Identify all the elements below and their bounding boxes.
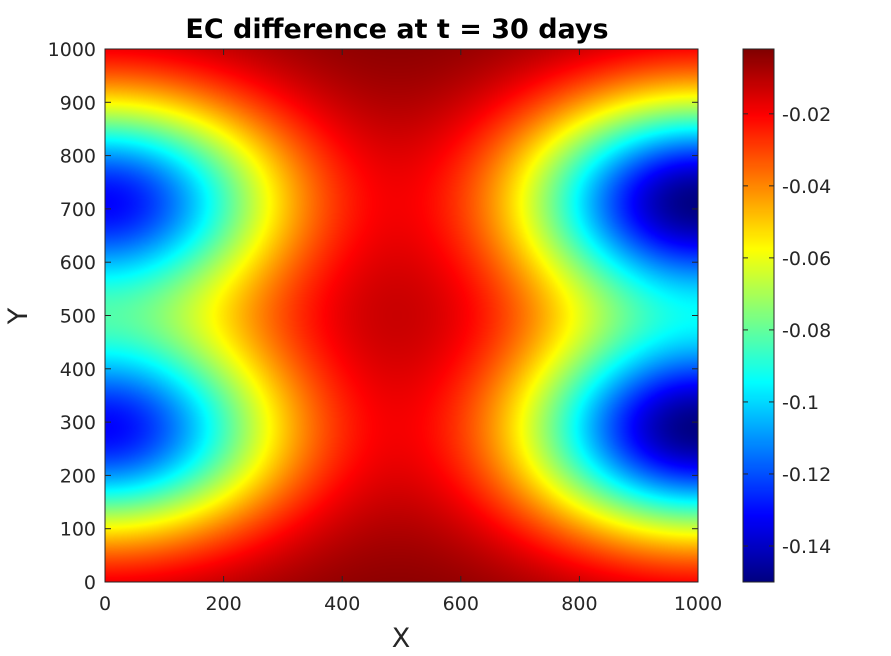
colorbar-frame bbox=[742, 48, 775, 583]
y-tick-label: 600 bbox=[60, 252, 96, 274]
y-tick-label: 0 bbox=[84, 572, 96, 594]
x-tick-label: 0 bbox=[99, 593, 111, 615]
y-tick-label: 1000 bbox=[48, 39, 96, 61]
y-tick-label: 400 bbox=[60, 359, 96, 381]
x-tick-label: 200 bbox=[205, 593, 241, 615]
plot-frame bbox=[104, 48, 699, 583]
heatmap-plot-area bbox=[105, 49, 698, 582]
colorbar-tick-label: -0.12 bbox=[782, 464, 831, 486]
y-axis: 0 100 200 300 400 500 600 700 800 900 1000 bbox=[48, 39, 698, 594]
y-tick-label: 500 bbox=[60, 306, 96, 328]
y-tick-label: 100 bbox=[60, 519, 96, 541]
colorbar-tick-label: -0.1 bbox=[782, 392, 819, 414]
x-axis: 0 200 400 600 800 1000 bbox=[99, 49, 722, 615]
colorbar-tick-label: -0.04 bbox=[782, 176, 831, 198]
y-axis-label: Y bbox=[3, 307, 34, 325]
y-tick-label: 800 bbox=[60, 146, 96, 168]
colorbar-tick-label: -0.02 bbox=[782, 104, 831, 126]
colorbar bbox=[743, 49, 774, 582]
x-tick-label: 400 bbox=[324, 593, 360, 615]
y-tick-label: 700 bbox=[60, 199, 96, 221]
colorbar-tick-label: -0.08 bbox=[782, 320, 831, 342]
colorbar-tick-label: -0.14 bbox=[782, 536, 831, 558]
colorbar-tick-label: -0.06 bbox=[782, 248, 831, 270]
y-tick-label: 200 bbox=[60, 465, 96, 487]
x-tick-label: 800 bbox=[561, 593, 597, 615]
y-tick-label: 900 bbox=[60, 92, 96, 114]
y-tick-label: 300 bbox=[60, 412, 96, 434]
chart-title: EC difference at t = 30 days bbox=[185, 14, 608, 45]
x-axis-label: X bbox=[392, 623, 411, 654]
x-tick-label: 1000 bbox=[674, 593, 722, 615]
x-tick-label: 600 bbox=[443, 593, 479, 615]
colorbar-axis: -0.02 -0.04 -0.06 -0.08 -0.1 -0.12 -0.14 bbox=[743, 104, 831, 558]
